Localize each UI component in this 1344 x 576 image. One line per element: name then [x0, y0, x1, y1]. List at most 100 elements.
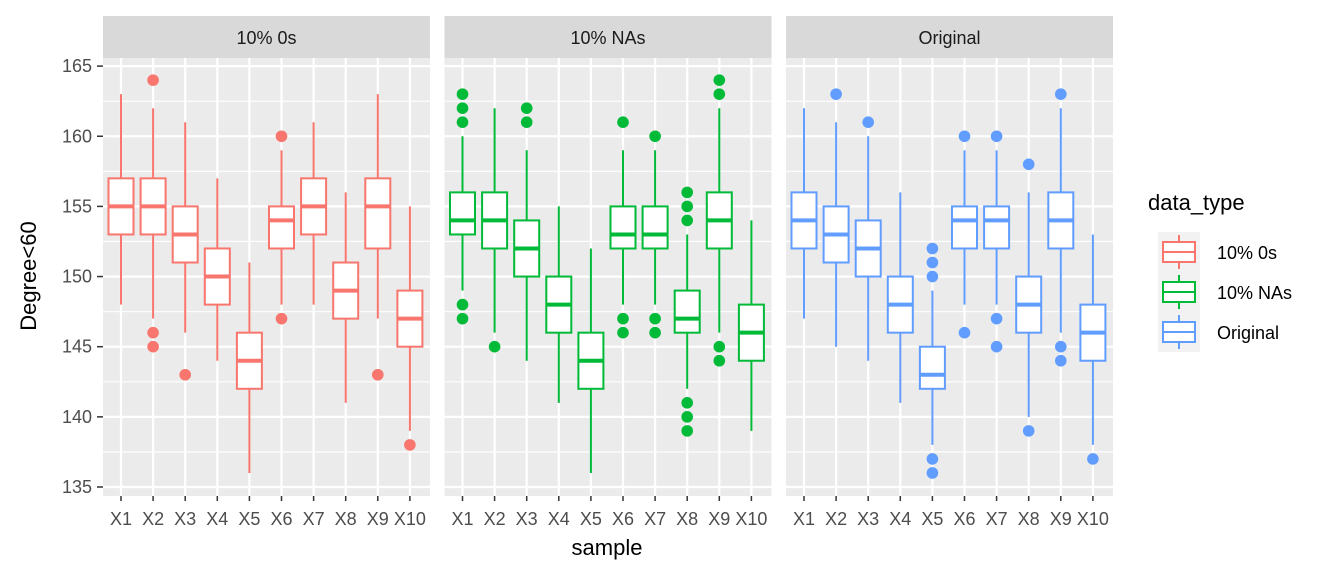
box-X3	[171, 122, 199, 381]
box-X6	[609, 116, 637, 339]
legend-title: data_type	[1148, 190, 1245, 215]
y-tick-label: 135	[62, 477, 92, 497]
box-X5	[235, 262, 263, 473]
box-X7	[641, 130, 669, 339]
y-tick-label: 145	[62, 337, 92, 357]
outlier-point	[681, 425, 693, 437]
box-X8	[673, 186, 701, 437]
outlier-point	[681, 397, 693, 409]
outlier-point	[681, 186, 693, 199]
x-tick-label: X5	[921, 509, 943, 529]
box-X7	[300, 122, 328, 305]
box-X6	[951, 130, 978, 339]
x-tick-label: X7	[303, 509, 325, 529]
y-tick-label: 150	[62, 267, 92, 287]
outlier-point	[830, 88, 842, 100]
outlier-point	[520, 116, 533, 129]
box-iqr	[918, 345, 946, 390]
outlier-point	[649, 312, 661, 325]
x-tick-label: X9	[367, 509, 389, 529]
outlier-point	[926, 242, 939, 255]
box-iqr	[609, 205, 637, 250]
legend: 10% 0s 10% NAs Original	[1158, 232, 1292, 352]
box-iqr	[673, 289, 701, 334]
legend-key	[1158, 272, 1200, 312]
box-X5	[577, 248, 605, 473]
outlier-point	[713, 340, 726, 353]
outlier-point	[179, 368, 191, 381]
x-tick-label: X2	[825, 509, 847, 529]
outlier-point	[681, 411, 693, 423]
box-X2	[139, 74, 167, 353]
outlier-point	[372, 368, 384, 381]
panel-3: X1 X2 X3 X4 X5 X6 X7 X8 X9 X10 Original	[786, 16, 1113, 529]
x-tick-label: X2	[484, 509, 506, 529]
outlier-point	[456, 116, 469, 129]
outlier-point	[990, 130, 1003, 143]
facet-strip	[786, 16, 1113, 58]
facet-strip	[103, 16, 430, 58]
x-tick-label: X3	[516, 509, 538, 529]
x-tick-label: X7	[986, 509, 1008, 529]
outlier-point	[1022, 425, 1035, 437]
box-X5	[918, 242, 946, 479]
outlier-point	[488, 340, 501, 353]
y-tick-label: 140	[62, 407, 92, 427]
outlier-point	[926, 467, 939, 479]
x-axis-title: sample	[572, 535, 643, 560]
box-X6	[268, 130, 295, 325]
outlier-point	[456, 298, 469, 311]
box-X1	[107, 94, 135, 305]
box-X3	[513, 102, 541, 361]
legend-label: 10% 0s	[1217, 243, 1277, 263]
outlier-point	[617, 326, 629, 339]
x-tick-label: X8	[1018, 509, 1040, 529]
box-iqr	[268, 205, 295, 250]
outlier-point	[617, 116, 629, 129]
panel-1: X1 X2 X3 X4 X5 X6 X7 X8 X9 X10 10% 0s	[103, 16, 430, 529]
outlier-point	[862, 116, 874, 129]
y-tick-label: 165	[62, 56, 92, 76]
box-X10	[396, 206, 424, 451]
legend-key	[1158, 312, 1200, 352]
y-tick-label: 160	[62, 126, 92, 146]
outlier-point	[990, 312, 1003, 325]
outlier-point	[926, 270, 939, 283]
box-iqr	[983, 205, 1011, 250]
legend-label: 10% NAs	[1217, 283, 1292, 303]
outlier-point	[456, 312, 469, 325]
outlier-point	[404, 439, 416, 451]
x-tick-label: X3	[174, 509, 196, 529]
box-iqr	[364, 177, 392, 250]
outlier-point	[520, 102, 533, 114]
facet-strip-label: 10% 0s	[236, 28, 296, 48]
box-X4	[886, 192, 914, 403]
x-tick-label: X1	[451, 509, 473, 529]
y-tick-label: 155	[62, 196, 92, 216]
x-tick-label: X4	[548, 509, 570, 529]
x-tick-label: X4	[889, 509, 911, 529]
box-iqr	[641, 205, 669, 250]
x-tick-label: X8	[335, 509, 357, 529]
x-tick-label: X6	[270, 509, 292, 529]
outlier-point	[147, 326, 159, 339]
x-tick-label: X5	[238, 509, 260, 529]
x-tick-label: X10	[735, 509, 767, 529]
outlier-point	[713, 354, 726, 367]
box-X8	[332, 192, 360, 403]
facet-strip	[444, 16, 772, 58]
x-tick-label: X5	[580, 509, 602, 529]
box-X1	[790, 108, 818, 319]
outlier-point	[1087, 453, 1099, 465]
outlier-point	[958, 130, 971, 143]
x-tick-label: X9	[1050, 509, 1072, 529]
box-iqr	[951, 205, 978, 250]
outlier-point	[1055, 354, 1067, 367]
box-iqr	[449, 191, 476, 236]
x-tick-label: X1	[110, 509, 132, 529]
box-X4	[545, 206, 573, 403]
box-X4	[203, 178, 231, 361]
x-tick-label: X8	[676, 509, 698, 529]
box-X9	[705, 74, 733, 367]
